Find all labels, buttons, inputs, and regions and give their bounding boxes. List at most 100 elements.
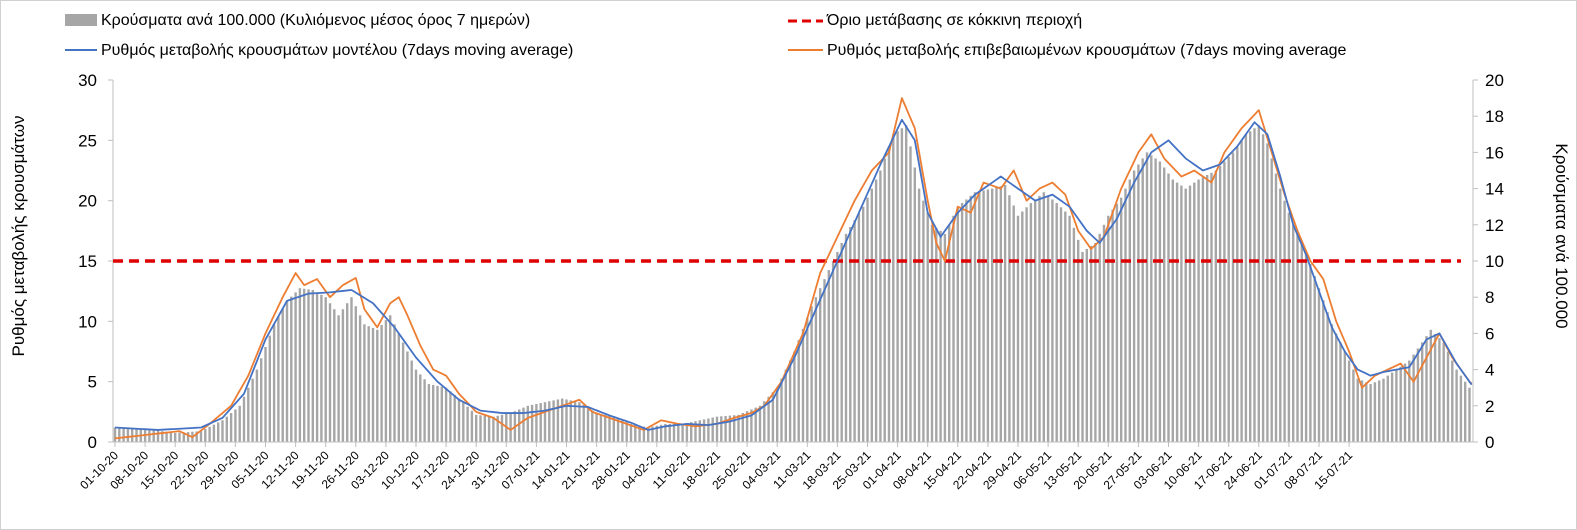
bar (479, 415, 482, 442)
bar (1184, 188, 1187, 442)
bar (1046, 195, 1050, 442)
bar (440, 386, 443, 442)
bar (1261, 134, 1265, 443)
bar (1257, 125, 1260, 442)
bar (840, 242, 843, 442)
bar (419, 374, 422, 442)
bar (212, 424, 216, 442)
bar (591, 410, 594, 442)
bar (1175, 182, 1179, 442)
bar (909, 146, 912, 442)
bar (1468, 387, 1471, 442)
bar (1425, 336, 1428, 442)
bar (1292, 224, 1295, 442)
bar (926, 212, 929, 442)
bar (922, 200, 925, 442)
bar (281, 308, 284, 442)
bar (629, 423, 633, 442)
bar (234, 409, 237, 442)
bar (771, 392, 775, 442)
bar (866, 197, 869, 442)
bar (182, 432, 185, 442)
bar (294, 292, 297, 442)
bar (1236, 146, 1239, 442)
bar (530, 404, 534, 442)
bar (780, 378, 783, 442)
bar (896, 131, 899, 442)
bar (930, 224, 934, 442)
bar (1287, 212, 1291, 442)
bar (694, 421, 697, 442)
bar (969, 195, 972, 442)
bar (1240, 140, 1243, 442)
bar (423, 379, 426, 442)
bar (823, 279, 826, 442)
bar (578, 402, 581, 442)
bar (819, 288, 822, 442)
bar (376, 329, 379, 442)
bar (1171, 179, 1174, 443)
bar (1055, 203, 1058, 442)
bar (470, 410, 474, 442)
y-right-tick-label: 16 (1485, 143, 1504, 162)
bar (1008, 195, 1011, 442)
bar (1038, 195, 1041, 442)
bar (380, 324, 383, 442)
bar (905, 125, 908, 442)
bar (1051, 199, 1054, 442)
bar (1158, 161, 1162, 442)
y-right-tick-label: 20 (1485, 71, 1504, 90)
bar (487, 416, 491, 442)
bar (862, 206, 865, 442)
bar (831, 261, 835, 442)
legend-confirmed-label: Ρυθμός μεταβολής επιβεβαιωμένων κρουσμάτ… (827, 42, 1347, 59)
bar (268, 335, 271, 442)
bar (1124, 188, 1127, 442)
bar (634, 424, 637, 442)
bar (371, 327, 375, 442)
bar (1296, 233, 1299, 442)
bar (767, 396, 770, 442)
bar (797, 340, 800, 442)
bar (1163, 167, 1166, 443)
bar (148, 429, 151, 442)
bar (363, 324, 366, 442)
legend: Κρούσματα ανά 100.000 (Κυλιόμενος μέσος … (65, 12, 1347, 59)
bar (178, 432, 181, 442)
bar (1206, 175, 1209, 442)
bar (995, 187, 998, 442)
bar (776, 387, 779, 442)
bar (1326, 312, 1329, 442)
bar (1227, 156, 1230, 442)
bar (307, 289, 310, 442)
bar (1408, 360, 1411, 442)
bar (1064, 211, 1067, 442)
bar (1386, 375, 1389, 442)
bar (1274, 173, 1278, 442)
bar (298, 288, 302, 442)
bar (1322, 300, 1325, 442)
bar (879, 170, 882, 442)
bar (960, 203, 964, 442)
bar (935, 227, 938, 442)
model-rate-line (114, 118, 1473, 431)
bar (836, 251, 839, 442)
bar (264, 346, 267, 442)
bar (857, 213, 861, 442)
y-left-tick-label: 20 (78, 192, 97, 211)
bar (522, 407, 525, 442)
bar (320, 294, 323, 442)
bar (788, 360, 792, 442)
bar (599, 413, 603, 442)
bar (690, 422, 693, 442)
bar (793, 351, 796, 442)
bar (1132, 170, 1136, 442)
bar (737, 414, 740, 442)
bar (677, 423, 680, 442)
bar (681, 423, 684, 442)
bar (870, 188, 873, 442)
bar (595, 413, 598, 442)
bar (225, 416, 228, 442)
bar (698, 420, 701, 442)
